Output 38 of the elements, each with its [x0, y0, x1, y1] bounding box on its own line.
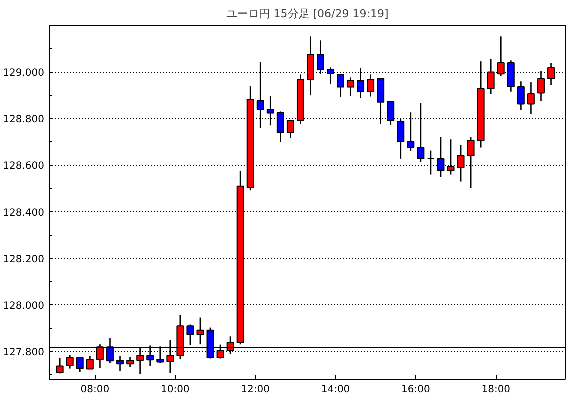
x-tick-label: 12:00 [241, 384, 270, 396]
candlestick [86, 356, 94, 370]
candlestick [387, 101, 395, 126]
candlestick [276, 111, 284, 143]
candlestick [528, 82, 535, 115]
candlestick [377, 78, 385, 125]
candlestick [467, 136, 475, 189]
candlestick [427, 150, 435, 176]
candlestick [66, 354, 74, 370]
candlestick [397, 118, 405, 160]
candlestick [286, 120, 294, 139]
candlestick [347, 77, 355, 97]
y-tick-label: 129.000 [3, 68, 45, 80]
candlestick [447, 138, 455, 176]
candlestick [437, 136, 445, 178]
candlestick [56, 357, 64, 374]
candlestick [457, 144, 465, 182]
chart-title: ユーロ円 15分足 [06/29 19:19] [226, 8, 389, 20]
x-tick-label: 16:00 [402, 384, 430, 396]
y-tick-label: 128.200 [3, 254, 45, 266]
x-tick-label: 08:00 [80, 384, 110, 396]
candlestick [517, 80, 525, 111]
y-tick-label: 128.600 [3, 161, 45, 172]
y-tick-label: 127.800 [3, 348, 45, 359]
candlestick [186, 324, 194, 346]
x-tick-label: 10:00 [160, 384, 190, 396]
candlestick [126, 356, 134, 368]
y-tick-label: 128.400 [3, 208, 45, 219]
candlestick [417, 102, 425, 163]
candlestick [266, 96, 274, 126]
x-tick-label: 14:00 [321, 384, 350, 396]
candlestick [76, 356, 84, 373]
y-tick-label: 128.800 [3, 114, 45, 126]
y-tick-label: 128.000 [3, 300, 45, 312]
candlestick [196, 317, 204, 346]
candlestick [116, 356, 124, 372]
x-tick-label: 18:00 [482, 384, 511, 396]
candlestick [407, 112, 415, 152]
